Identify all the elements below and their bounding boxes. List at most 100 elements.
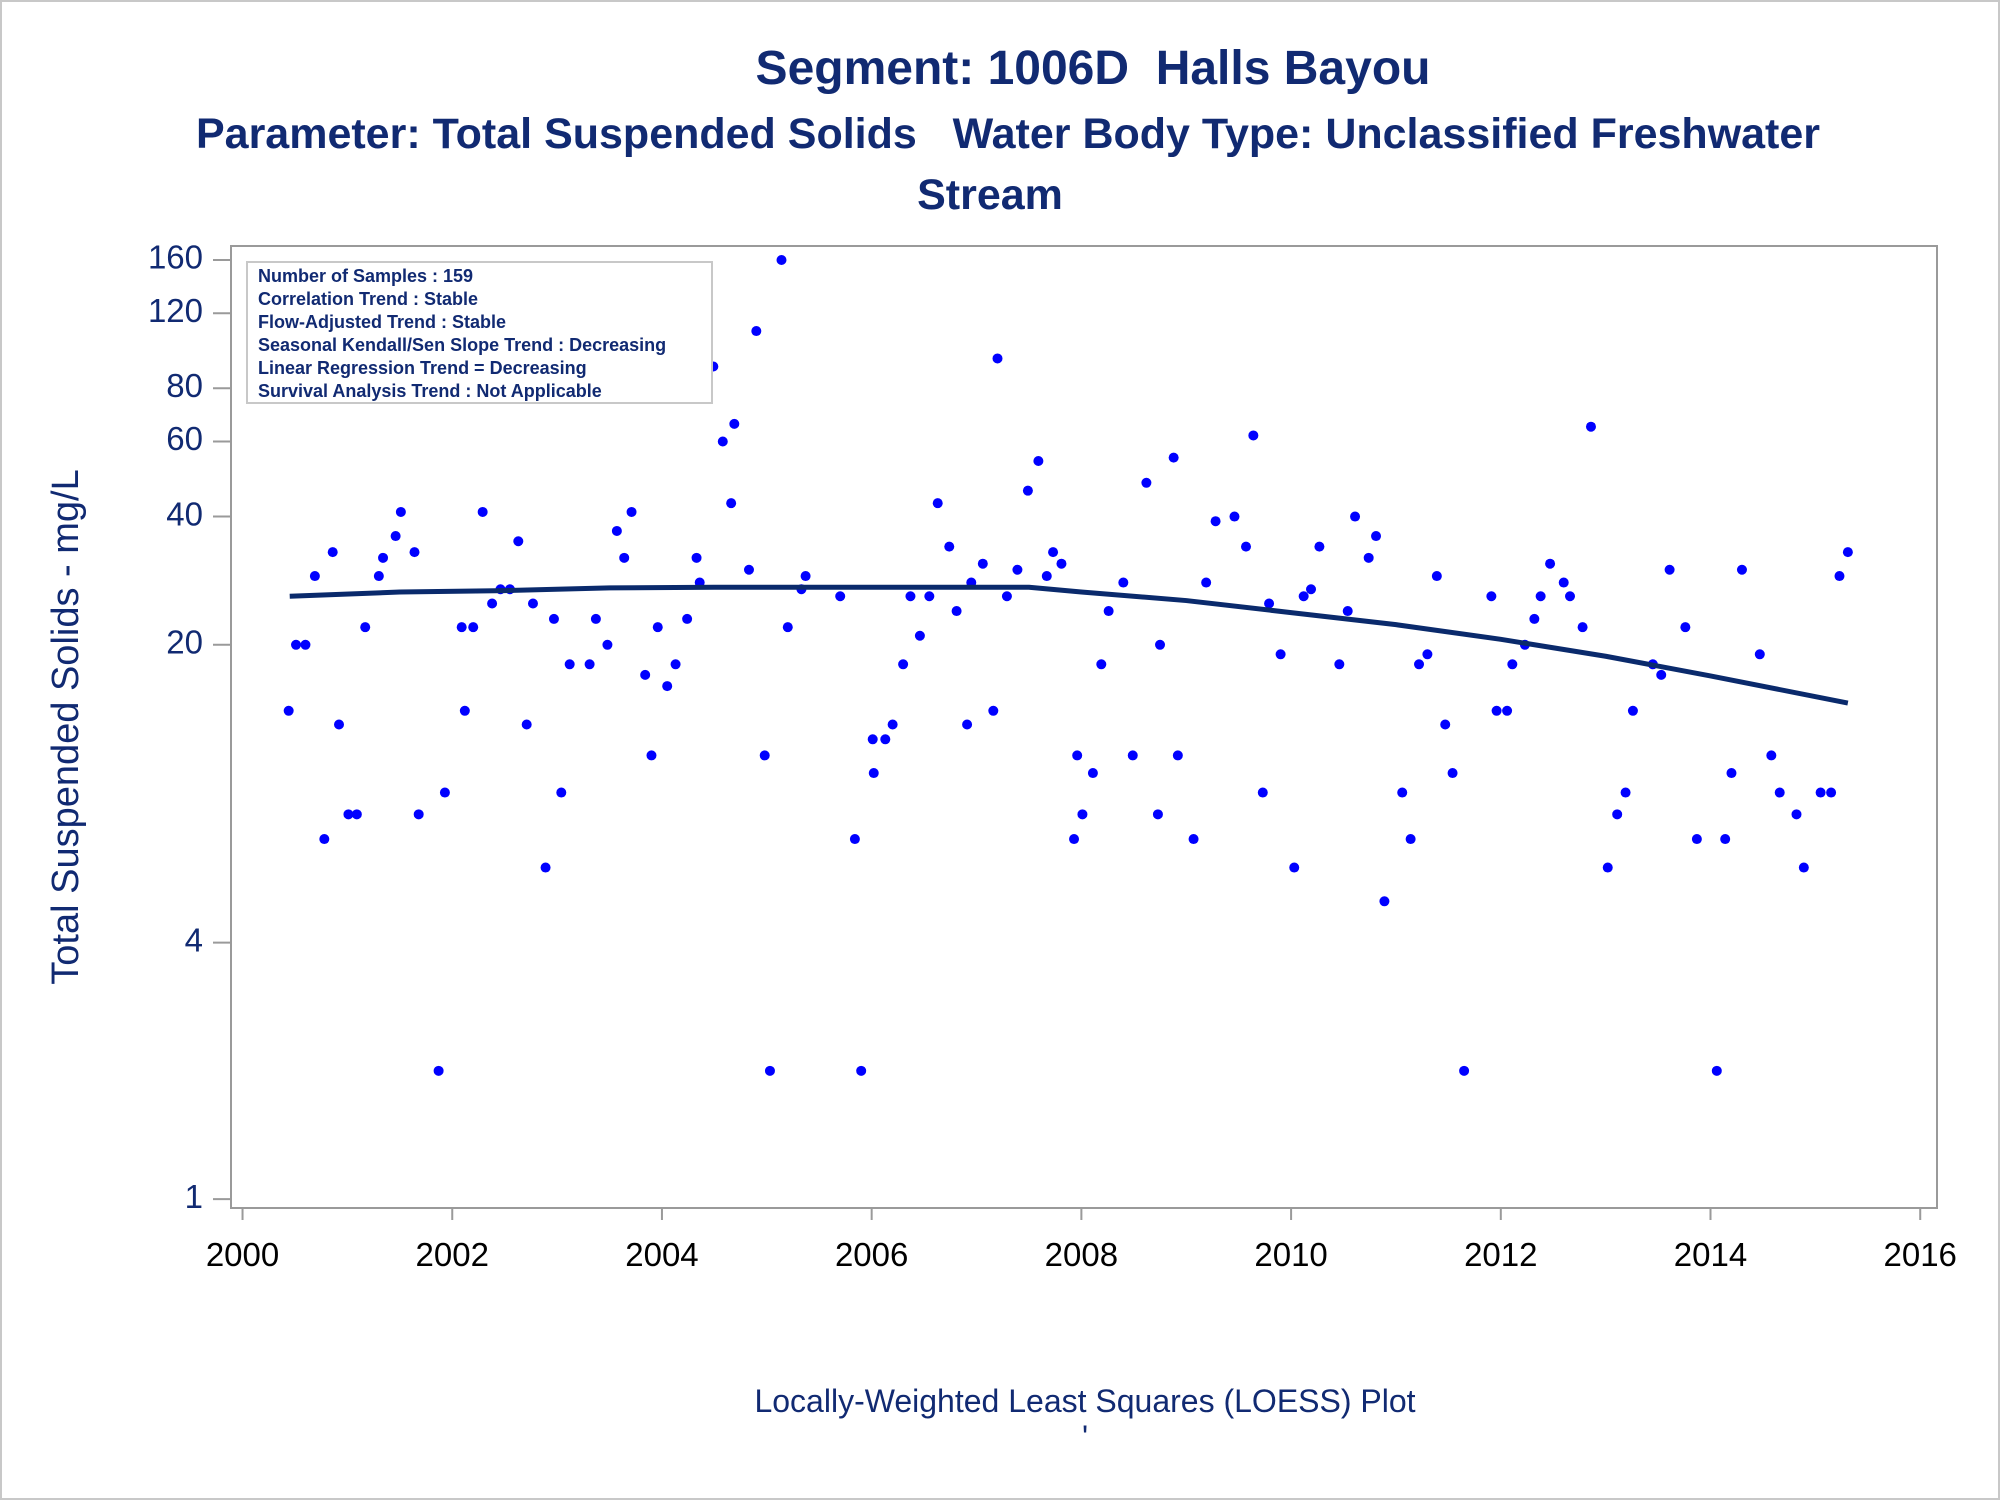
data-point bbox=[898, 659, 909, 670]
data-point bbox=[1577, 622, 1588, 633]
data-point bbox=[468, 622, 479, 633]
data-point bbox=[652, 622, 663, 633]
data-point bbox=[1257, 787, 1268, 798]
data-point bbox=[764, 1065, 775, 1076]
data-point bbox=[390, 531, 401, 542]
data-point bbox=[602, 639, 613, 650]
data-point bbox=[1656, 669, 1667, 680]
data-point bbox=[487, 598, 498, 609]
data-point bbox=[1826, 787, 1837, 798]
data-point bbox=[1565, 591, 1576, 602]
x-tick-label: 2002 bbox=[416, 1236, 489, 1273]
data-point bbox=[1306, 584, 1317, 595]
x-tick-label: 2004 bbox=[625, 1236, 698, 1273]
x-tick-label: 2000 bbox=[206, 1236, 279, 1273]
data-point bbox=[1141, 477, 1152, 488]
data-point bbox=[729, 418, 740, 429]
data-point bbox=[590, 613, 601, 624]
data-point bbox=[988, 705, 999, 716]
data-point bbox=[691, 552, 702, 563]
data-point bbox=[1627, 705, 1638, 716]
data-point bbox=[1152, 809, 1163, 820]
data-point bbox=[1507, 659, 1518, 670]
data-point bbox=[1736, 564, 1747, 575]
data-point bbox=[776, 255, 787, 266]
data-point bbox=[319, 834, 330, 845]
data-point bbox=[1664, 564, 1675, 575]
x-tick-label: 2008 bbox=[1045, 1236, 1118, 1273]
data-point bbox=[1545, 558, 1556, 569]
data-point bbox=[1680, 622, 1691, 633]
data-point bbox=[1711, 1065, 1722, 1076]
y-tick-label: 1 bbox=[185, 1178, 203, 1215]
data-point bbox=[682, 613, 693, 624]
data-point bbox=[1726, 768, 1737, 779]
data-point bbox=[513, 536, 524, 547]
data-point bbox=[1001, 591, 1012, 602]
data-point bbox=[1188, 834, 1199, 845]
data-point bbox=[564, 659, 575, 670]
annotation-line: Correlation Trend : Stable bbox=[258, 289, 478, 309]
annotation-frame bbox=[246, 261, 713, 404]
data-point bbox=[1535, 591, 1546, 602]
data-point bbox=[1168, 452, 1179, 463]
data-point bbox=[626, 506, 637, 517]
data-point bbox=[1077, 809, 1088, 820]
data-point bbox=[1447, 768, 1458, 779]
loess-line bbox=[289, 584, 1849, 706]
annotation-line: Number of Samples : 159 bbox=[258, 266, 473, 286]
data-point bbox=[1201, 577, 1212, 588]
footnote: Locally-Weighted Least Squares (LOESS) P… bbox=[754, 1383, 1415, 1419]
data-point bbox=[540, 862, 551, 873]
data-point bbox=[932, 498, 943, 509]
data-point bbox=[1072, 750, 1083, 761]
data-point bbox=[1397, 787, 1408, 798]
data-point bbox=[1558, 577, 1569, 588]
data-point bbox=[662, 681, 673, 692]
data-point bbox=[887, 719, 898, 730]
data-point bbox=[1350, 511, 1361, 522]
data-point bbox=[351, 809, 362, 820]
data-point bbox=[880, 734, 891, 745]
data-point bbox=[1612, 809, 1623, 820]
data-point bbox=[856, 1065, 867, 1076]
data-point bbox=[459, 705, 470, 716]
y-tick-label: 4 bbox=[185, 921, 203, 958]
annotation-line: Survival Analysis Trend : Not Applicable bbox=[258, 381, 602, 401]
chart-subtitle: Parameter: Total Suspended Solids Water … bbox=[196, 110, 1820, 158]
data-point bbox=[640, 669, 651, 680]
data-point bbox=[867, 734, 878, 745]
data-point bbox=[1774, 787, 1785, 798]
data-point bbox=[1041, 571, 1052, 582]
footnote-mark: ' bbox=[1082, 1419, 1088, 1455]
data-point bbox=[914, 630, 925, 641]
y-tick-label: 80 bbox=[166, 367, 203, 404]
x-tick-label: 2012 bbox=[1464, 1236, 1537, 1273]
data-point bbox=[849, 834, 860, 845]
data-point bbox=[1379, 896, 1390, 907]
data-point bbox=[1264, 598, 1275, 609]
y-axis-label: Total Suspended Solids - mg/L bbox=[45, 469, 87, 984]
data-point bbox=[395, 506, 406, 517]
data-point bbox=[1371, 531, 1382, 542]
data-point bbox=[1431, 571, 1442, 582]
data-point bbox=[1440, 719, 1451, 730]
data-point bbox=[1118, 577, 1129, 588]
data-point bbox=[1155, 639, 1166, 650]
data-point bbox=[611, 525, 622, 536]
data-point bbox=[300, 639, 311, 650]
data-point bbox=[1691, 834, 1702, 845]
annotation-line: Seasonal Kendall/Sen Slope Trend : Decre… bbox=[258, 335, 666, 355]
data-point bbox=[717, 436, 728, 447]
data-point bbox=[556, 787, 567, 798]
data-point bbox=[1096, 659, 1107, 670]
x-tick-label: 2006 bbox=[835, 1236, 908, 1273]
data-point bbox=[835, 591, 846, 602]
data-point bbox=[1334, 659, 1345, 670]
data-point bbox=[800, 571, 811, 582]
data-point bbox=[1314, 541, 1325, 552]
data-point bbox=[521, 719, 532, 730]
data-point bbox=[944, 541, 955, 552]
data-point bbox=[360, 622, 371, 633]
